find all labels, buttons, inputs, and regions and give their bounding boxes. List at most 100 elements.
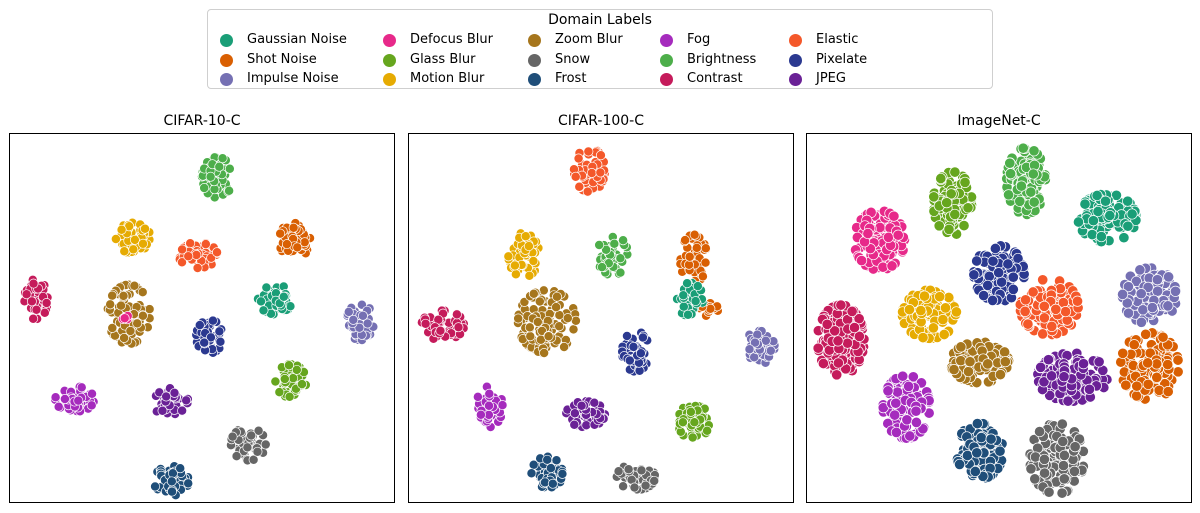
- data-point: [284, 360, 294, 371]
- data-point: [985, 433, 997, 445]
- data-point: [205, 332, 216, 343]
- data-point: [812, 342, 824, 354]
- data-point: [557, 468, 568, 479]
- data-point: [224, 185, 235, 196]
- cluster-shot-noise: [275, 218, 315, 259]
- data-point: [86, 400, 97, 411]
- data-point: [1142, 378, 1154, 390]
- data-point: [1007, 271, 1019, 283]
- data-point: [231, 451, 242, 462]
- data-point: [853, 313, 865, 325]
- data-point: [545, 463, 556, 474]
- data-point: [601, 244, 612, 255]
- cluster-glass-blur: [270, 359, 311, 402]
- legend-title: Domain Labels: [548, 12, 652, 28]
- data-point: [994, 445, 1006, 457]
- data-point: [118, 290, 129, 301]
- data-point: [175, 463, 186, 474]
- data-point: [357, 310, 368, 321]
- data-point: [1134, 264, 1146, 276]
- data-point: [192, 263, 203, 273]
- legend-swatch: [528, 34, 541, 47]
- data-point: [138, 238, 148, 249]
- data-point: [586, 168, 597, 178]
- data-point: [1122, 281, 1134, 293]
- cluster-frost: [150, 461, 194, 501]
- data-point: [214, 161, 225, 172]
- data-point: [684, 251, 695, 262]
- data-point: [1015, 180, 1027, 192]
- data-point: [110, 234, 121, 244]
- legend-swatch: [383, 54, 396, 67]
- cluster-brightness: [1001, 142, 1051, 220]
- data-point: [910, 405, 922, 417]
- data-point: [348, 314, 359, 325]
- data-point: [1151, 274, 1163, 286]
- data-point: [1019, 305, 1031, 317]
- data-point: [107, 290, 118, 301]
- data-point: [1157, 331, 1169, 343]
- data-point: [971, 447, 983, 459]
- data-point: [999, 346, 1011, 358]
- data-point: [191, 250, 202, 260]
- legend-swatch: [789, 54, 802, 67]
- data-point: [971, 418, 983, 430]
- data-point: [41, 298, 52, 308]
- data-point: [288, 222, 299, 233]
- cluster-zoom-blur: [946, 336, 1015, 389]
- data-point: [207, 315, 218, 326]
- data-point: [640, 480, 651, 491]
- data-point: [215, 336, 226, 347]
- data-point: [829, 325, 841, 337]
- data-point: [1038, 312, 1050, 324]
- data-point: [678, 290, 689, 301]
- data-point: [569, 408, 580, 419]
- data-point: [451, 309, 462, 320]
- data-point: [1117, 288, 1129, 300]
- data-point: [948, 364, 960, 376]
- cluster-defocus-blur: [850, 205, 910, 275]
- cluster-gaussian-noise: [672, 277, 708, 320]
- data-point: [291, 364, 302, 375]
- data-point: [503, 251, 514, 262]
- legend-label: Brightness: [687, 52, 757, 67]
- data-point: [50, 392, 61, 403]
- data-point: [125, 326, 136, 336]
- data-point: [1092, 205, 1104, 218]
- data-point: [1095, 231, 1107, 243]
- data-point: [199, 183, 210, 193]
- data-point: [576, 400, 587, 411]
- data-point: [570, 171, 581, 182]
- data-point: [528, 288, 539, 299]
- data-point: [169, 387, 180, 398]
- data-point: [1004, 157, 1016, 169]
- data-point: [901, 414, 913, 426]
- cluster-shot-noise: [1115, 327, 1184, 405]
- data-point: [954, 458, 966, 470]
- data-point: [224, 163, 235, 174]
- data-point: [343, 306, 354, 317]
- data-point: [968, 269, 980, 281]
- data-point: [692, 281, 703, 292]
- data-point: [1038, 376, 1050, 388]
- data-point: [700, 257, 711, 268]
- data-point: [832, 335, 844, 347]
- data-point: [270, 376, 281, 387]
- scatter-panel-2: [806, 133, 1192, 503]
- data-point: [137, 310, 148, 321]
- data-point: [862, 227, 874, 240]
- data-point: [297, 379, 307, 390]
- data-point: [635, 348, 646, 359]
- data-point: [538, 285, 549, 296]
- data-point: [964, 356, 976, 368]
- legend-swatch: [528, 54, 541, 67]
- data-point: [1172, 366, 1184, 378]
- legend-label: Frost: [555, 71, 587, 86]
- data-point: [119, 313, 130, 324]
- data-point: [961, 449, 974, 462]
- data-point: [542, 454, 553, 465]
- data-point: [1029, 473, 1041, 485]
- data-point: [260, 439, 271, 450]
- data-point: [882, 385, 894, 397]
